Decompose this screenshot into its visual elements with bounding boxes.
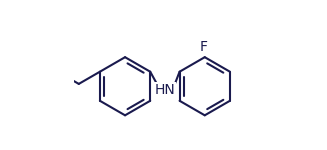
Text: F: F — [200, 40, 208, 54]
Text: HN: HN — [155, 83, 176, 97]
